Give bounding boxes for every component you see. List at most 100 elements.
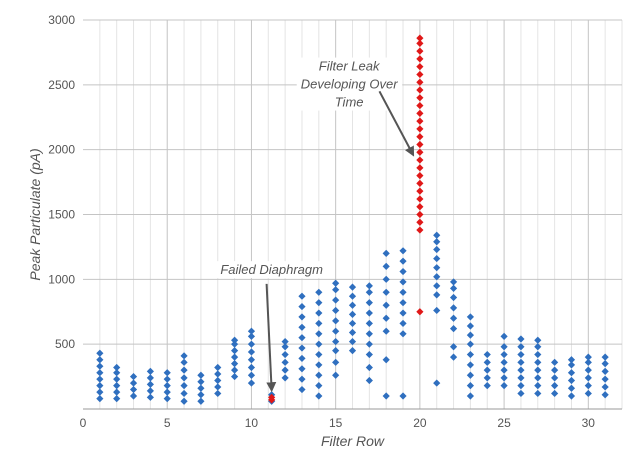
data-point bbox=[399, 330, 407, 338]
data-point bbox=[382, 392, 390, 400]
data-point bbox=[348, 292, 357, 300]
data-point bbox=[416, 148, 424, 156]
y-tick-label: 2000 bbox=[48, 143, 75, 157]
data-point bbox=[129, 372, 138, 381]
data-point bbox=[281, 374, 289, 382]
data-point bbox=[517, 350, 525, 359]
data-point bbox=[567, 392, 576, 400]
data-point bbox=[500, 343, 508, 351]
data-point bbox=[163, 375, 171, 383]
data-point bbox=[365, 288, 373, 296]
data-point bbox=[197, 371, 205, 379]
data-point bbox=[534, 389, 542, 398]
x-tick-label: 0 bbox=[80, 416, 87, 430]
x-tick-label: 15 bbox=[329, 416, 343, 430]
data-point bbox=[584, 366, 592, 374]
data-point bbox=[113, 375, 121, 383]
data-point bbox=[534, 358, 542, 366]
x-tick-label: 10 bbox=[245, 416, 259, 430]
data-point bbox=[332, 296, 340, 304]
data-point bbox=[416, 172, 424, 180]
data-point bbox=[382, 262, 390, 270]
data-point bbox=[298, 292, 306, 300]
data-point bbox=[551, 382, 559, 390]
data-point bbox=[332, 337, 340, 346]
data-point bbox=[365, 340, 373, 348]
data-point bbox=[433, 254, 441, 263]
data-point bbox=[230, 353, 239, 361]
data-point bbox=[416, 101, 424, 110]
data-point bbox=[399, 278, 407, 286]
data-point bbox=[466, 361, 475, 369]
data-point bbox=[96, 356, 104, 364]
data-point bbox=[584, 382, 592, 390]
data-point bbox=[230, 347, 239, 355]
data-point bbox=[298, 375, 306, 383]
data-point bbox=[416, 55, 424, 63]
data-point bbox=[197, 384, 205, 392]
axes: 0 5 10 15 20 25 30 500 1000 1500 2000 2500 3000 bbox=[48, 13, 622, 430]
data-point bbox=[281, 366, 289, 374]
data-point bbox=[180, 366, 188, 374]
data-point bbox=[214, 383, 222, 391]
data-point bbox=[483, 374, 491, 382]
data-point bbox=[365, 330, 373, 338]
data-point bbox=[584, 389, 592, 398]
data-point bbox=[483, 382, 491, 390]
data-point bbox=[365, 319, 373, 328]
data-point bbox=[315, 288, 323, 296]
data-point bbox=[517, 389, 525, 398]
data-point bbox=[382, 249, 390, 257]
data-point bbox=[466, 392, 475, 400]
data-point bbox=[449, 284, 458, 293]
data-point bbox=[96, 362, 104, 370]
annotation-2: Filter Leak Developing Over Time bbox=[296, 57, 415, 157]
data-point bbox=[382, 314, 390, 322]
data-point bbox=[517, 374, 525, 382]
data-point bbox=[247, 363, 256, 372]
data-point bbox=[416, 34, 424, 42]
data-point bbox=[96, 395, 104, 403]
data-point bbox=[315, 340, 323, 348]
annotation-text: Time bbox=[335, 95, 364, 110]
data-point bbox=[365, 299, 373, 307]
data-point bbox=[517, 358, 525, 366]
data-point bbox=[365, 363, 373, 372]
data-point bbox=[433, 291, 441, 299]
data-point bbox=[449, 278, 458, 286]
data-point bbox=[416, 164, 424, 172]
annotation-background bbox=[216, 261, 328, 279]
data-point bbox=[483, 366, 491, 374]
annotation-text: Developing Over bbox=[301, 77, 398, 92]
data-point bbox=[601, 391, 609, 399]
data-point bbox=[601, 353, 609, 361]
data-point bbox=[551, 374, 559, 382]
data-point bbox=[551, 366, 559, 374]
data-point bbox=[180, 382, 188, 390]
data-point bbox=[483, 358, 491, 366]
data-point bbox=[163, 395, 171, 403]
data-point bbox=[466, 322, 475, 330]
data-point bbox=[584, 374, 592, 382]
data-point bbox=[298, 323, 306, 331]
data-point bbox=[433, 264, 441, 272]
data-point bbox=[247, 356, 256, 364]
data-point bbox=[146, 393, 154, 401]
y-axis-title: Peak Particulate (pA) bbox=[27, 148, 43, 280]
data-point bbox=[332, 327, 340, 335]
data-point bbox=[332, 371, 340, 379]
data-point bbox=[433, 273, 441, 281]
data-point bbox=[416, 195, 424, 203]
data-point bbox=[315, 299, 323, 307]
data-point bbox=[483, 350, 491, 359]
data-point bbox=[416, 117, 424, 125]
data-point bbox=[534, 336, 542, 344]
data-point bbox=[567, 369, 576, 377]
data-point bbox=[96, 388, 104, 396]
data-point bbox=[416, 39, 424, 47]
data-point bbox=[146, 387, 154, 395]
data-point bbox=[315, 371, 323, 379]
data-point bbox=[551, 358, 559, 366]
data-point bbox=[584, 353, 592, 361]
data-point bbox=[433, 245, 441, 254]
